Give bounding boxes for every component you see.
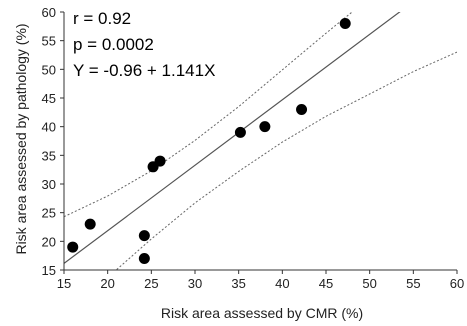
x-tick-label: 25 [144,276,158,291]
x-tick-label: 40 [275,276,289,291]
regression-line-group [64,12,401,264]
data-point [84,218,96,230]
y-tick-label: 50 [42,62,56,77]
data-point [138,230,150,242]
y-tick-label: 25 [42,206,56,221]
confidence-band-group [64,12,457,270]
x-tick-label: 30 [188,276,202,291]
data-point [339,17,351,29]
y-axis-title: Risk area assessed by pathology (%) [13,23,29,254]
y-tick-label: 35 [42,148,56,163]
y-tick-label: 40 [42,120,56,135]
annotation-equation: Y = -0.96 + 1.141X [73,61,215,80]
y-tick-label: 45 [42,91,56,106]
data-point [234,126,246,138]
x-tick-label: 50 [362,276,376,291]
upper-confidence-line [64,12,353,218]
x-tick-label: 45 [319,276,333,291]
x-tick-label: 15 [57,276,71,291]
y-tick-label: 55 [42,34,56,49]
x-tick-label: 55 [406,276,420,291]
annotation-group: r = 0.92 p = 0.0002 Y = -0.96 + 1.141X [73,9,215,80]
x-axis-title: Risk area assessed by CMR (%) [161,305,363,321]
y-tick-label: 30 [42,177,56,192]
y-tick-label: 15 [42,263,56,278]
x-tick-label: 20 [100,276,114,291]
data-point [259,121,271,133]
y-tick-label: 60 [42,5,56,20]
data-point [138,253,150,265]
data-point [154,155,166,167]
y-tick-label: 20 [42,234,56,249]
axes-group: 15 20 25 30 35 40 45 50 55 60 15 20 25 30 35 40 45 50 55 60 [42,5,465,291]
lower-confidence-line [115,51,457,270]
data-point [296,103,308,115]
annotation-p: p = 0.0002 [73,35,154,54]
data-points-group [67,17,351,265]
regression-line [64,12,401,264]
annotation-r: r = 0.92 [73,9,131,28]
x-tick-label: 60 [450,276,464,291]
x-tick-label: 35 [231,276,245,291]
data-point [67,241,79,253]
